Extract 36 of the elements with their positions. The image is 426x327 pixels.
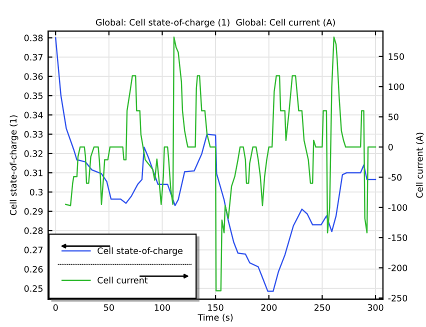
- y-tick-label: 0.36: [24, 73, 43, 80]
- legend-label: Cell current: [98, 276, 148, 284]
- y2-tick-label: -250: [388, 294, 408, 302]
- y-tick-label: 0.37: [24, 54, 43, 61]
- y-tick-label: 0.28: [24, 227, 43, 234]
- y2-tick-label: 0: [388, 144, 393, 150]
- y-tick-label: 0.3: [30, 188, 43, 196]
- x-tick-label: 250: [314, 304, 330, 311]
- y-tick-label: 0.38: [24, 34, 43, 42]
- y-tick-label: 0.29: [24, 208, 43, 215]
- y2-tick-label: 100: [388, 83, 404, 90]
- y-tick-label: 0.26: [24, 266, 43, 273]
- legend-label: Cell state-of-charge: [98, 247, 183, 256]
- y2-axis-title: Cell current (A): [416, 132, 424, 198]
- y-tick-label: 0.25: [24, 285, 43, 292]
- x-tick-label: 100: [154, 304, 170, 311]
- x-tick-label: 200: [261, 304, 277, 311]
- y2-tick-label: -100: [388, 204, 408, 211]
- y2-tick-label: -150: [388, 234, 408, 242]
- y-tick-label: 0.27: [24, 246, 43, 254]
- y-axis-title: Cell state-of-charge (1): [10, 115, 18, 216]
- y-tick-label: 0.32: [24, 150, 42, 157]
- y2-tick-label: -50: [388, 174, 402, 181]
- y2-tick-label: 150: [388, 53, 404, 60]
- x-tick-label: 300: [368, 304, 384, 311]
- y2-tick-label: -200: [388, 264, 408, 272]
- x-tick-label: 0: [53, 304, 58, 311]
- y2-tick-label: 50: [388, 114, 398, 120]
- x-tick-label: 150: [208, 304, 224, 311]
- x-tick-label: 50: [104, 304, 114, 311]
- y-tick-label: 0.35: [24, 92, 43, 100]
- chart-title: Global: Cell state-of-charge (1) Global: Cell current (A): [96, 18, 335, 28]
- y-tick-label: 0.34: [24, 112, 43, 118]
- y-tick-label: 0.33: [24, 131, 43, 138]
- y-tick-label: 0.31: [24, 170, 42, 176]
- x-axis-title: Time (s): [198, 314, 233, 322]
